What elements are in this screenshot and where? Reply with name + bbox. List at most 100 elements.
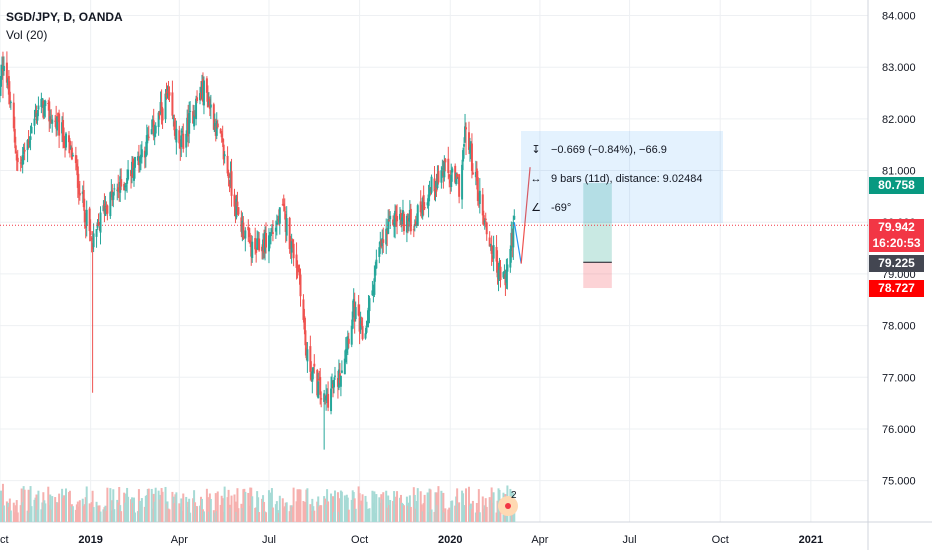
candle-body: [147, 136, 150, 138]
candle-body: [23, 149, 26, 152]
price-tag-entry: 79.225: [869, 255, 924, 272]
volume-bar: [221, 498, 224, 522]
candle-body: [375, 259, 378, 269]
volume-bar: [106, 487, 109, 522]
candle-body: [248, 228, 251, 238]
candle-body: [419, 201, 422, 213]
candle-body: [303, 316, 306, 330]
candle-body: [361, 326, 364, 340]
volume-bar: [440, 490, 443, 522]
candle-body: [373, 278, 376, 295]
tooltip-change-row: ↧ −0.669 (−0.84%), −66.9: [529, 143, 667, 157]
candle-body: [153, 132, 156, 138]
candle-body: [428, 187, 431, 197]
candle-body: [451, 168, 454, 173]
candle-body: [256, 238, 259, 250]
legend-volume[interactable]: Vol (20): [6, 28, 48, 42]
candle-body: [351, 311, 354, 329]
candle-body: [92, 233, 95, 248]
volume-bar: [47, 486, 50, 522]
volume-bar: [451, 500, 454, 522]
candle-body: [13, 128, 16, 143]
candle-body: [298, 268, 301, 276]
candle-body: [290, 240, 293, 253]
candle-body: [499, 266, 502, 281]
candle-body: [67, 135, 70, 143]
tooltip-angle: -69°: [551, 201, 572, 214]
volume-bar: [416, 488, 419, 522]
candle-body: [185, 133, 188, 148]
volume-bar: [437, 486, 440, 522]
candle-body: [470, 143, 473, 172]
volume-bar: [188, 498, 191, 522]
candle-body: [49, 116, 52, 120]
volume-bar: [270, 488, 273, 522]
candle-body: [99, 212, 102, 233]
candle-body: [106, 205, 109, 214]
candle-body: [146, 134, 149, 138]
candle-body: [490, 245, 493, 254]
candle-body: [502, 271, 505, 278]
candle-body: [227, 172, 230, 178]
candle-body: [270, 230, 273, 233]
candle-body: [347, 338, 350, 344]
volume-bar: [336, 492, 339, 522]
volume-bar: [396, 491, 399, 522]
candle-body: [258, 238, 261, 251]
volume-bar: [189, 512, 192, 522]
candle-body: [374, 266, 377, 276]
volume-bar: [29, 486, 32, 522]
volume-bar: [2, 505, 5, 522]
candle-body: [212, 104, 215, 130]
candle-body: [471, 172, 474, 175]
candle-body: [485, 222, 488, 235]
volume-bar: [265, 512, 268, 522]
legend-symbol[interactable]: SGD/JPY, D, OANDA: [6, 10, 123, 24]
volume-bar: [118, 486, 121, 522]
candle-body: [402, 213, 405, 232]
candle-body: [223, 154, 226, 157]
event-dot-icon: [505, 503, 511, 509]
volume-bar: [368, 508, 371, 522]
candle-body: [444, 158, 447, 163]
events-count: 2: [511, 490, 517, 501]
candle-body: [268, 236, 271, 238]
candle-body: [244, 230, 247, 239]
candle-body: [226, 155, 229, 174]
volume-bar: [442, 492, 445, 522]
candle-body: [463, 144, 466, 147]
volume-bar: [492, 492, 495, 522]
candle-body: [220, 133, 223, 138]
tooltip-change: −0.669 (−0.84%), −66.9: [551, 143, 667, 156]
candle-body: [423, 206, 426, 209]
events-flag-icon[interactable]: 2: [498, 490, 518, 516]
volume-bar: [168, 509, 171, 522]
price-tag-target: 80.758: [869, 177, 924, 194]
candle-body: [482, 215, 485, 225]
candle-body: [237, 207, 240, 215]
candle-body: [230, 171, 233, 196]
candle-body: [41, 98, 44, 101]
candle-body: [71, 155, 74, 157]
volume-bar: [202, 511, 205, 522]
candle-body: [357, 304, 360, 316]
candle-body: [323, 393, 326, 402]
volume-bar: [180, 498, 183, 522]
candle-body: [311, 371, 314, 382]
position-profit-zone: [583, 183, 612, 263]
volume-bar: [244, 491, 247, 522]
projection-line-down: [513, 222, 522, 264]
volume-bar: [113, 509, 116, 522]
candle-body: [465, 127, 468, 130]
price-tag-current: 79.942: [869, 219, 924, 236]
candle-body: [497, 270, 500, 280]
candle-body: [414, 221, 417, 225]
volume-bar: [154, 487, 157, 522]
candle-body: [236, 201, 239, 207]
candle-body: [388, 220, 391, 222]
bars-icon: ↔: [530, 173, 542, 185]
volume-bar: [423, 494, 426, 522]
candle-body: [166, 93, 169, 95]
